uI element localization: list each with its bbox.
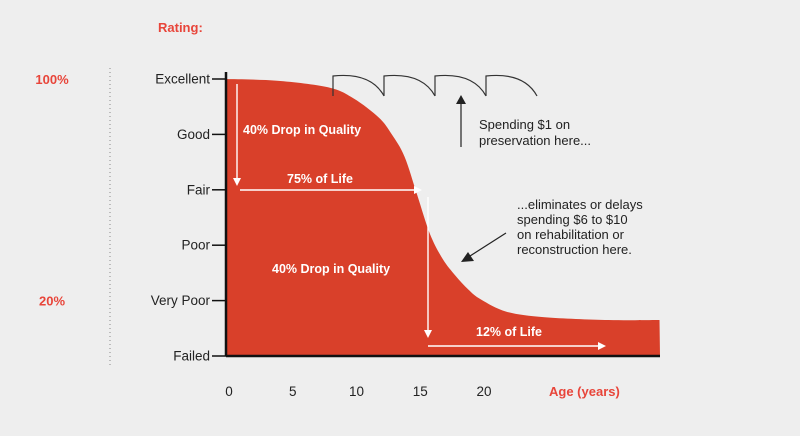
y-category-very-poor: Very Poor xyxy=(151,293,211,308)
x-tick-5: 5 xyxy=(289,384,297,399)
eliminates-note-line-2: spending $6 to $10 xyxy=(517,212,628,227)
life12-label: 12% of Life xyxy=(476,325,542,339)
preservation-scallops xyxy=(332,74,538,97)
x-axis-title: Age (years) xyxy=(549,384,620,399)
rehab-arrowhead xyxy=(461,252,474,262)
preservation-arrowhead xyxy=(456,95,466,104)
dark-arrowheads xyxy=(456,95,474,262)
drop2-label: 40% Drop in Quality xyxy=(272,262,390,276)
condition-curve-area xyxy=(226,79,660,356)
x-tick-10: 10 xyxy=(349,384,364,399)
eliminates-note-line-4: reconstruction here. xyxy=(517,242,632,257)
life12-arrowhead xyxy=(598,342,606,350)
eliminates-note-line-1: ...eliminates or delays xyxy=(517,197,643,212)
life75-label: 75% of Life xyxy=(287,172,353,186)
x-tick-15: 15 xyxy=(413,384,428,399)
y-axis-title: Rating: xyxy=(158,20,203,35)
drop2-arrowhead xyxy=(424,330,432,338)
rehab-arrow xyxy=(469,232,507,257)
y-category-fair: Fair xyxy=(187,182,211,197)
percent-marker: 100% xyxy=(35,72,69,87)
white-arrows xyxy=(236,84,598,347)
y-category-labels: Failed Very Poor Poor Fair Good Excellent xyxy=(151,72,226,364)
life75-arrowhead xyxy=(414,186,422,194)
x-tick-0: 0 xyxy=(225,384,233,399)
percent-markers: 100% 20% xyxy=(35,72,69,309)
dark-arrows xyxy=(460,103,507,257)
y-category-poor: Poor xyxy=(181,238,210,253)
y-category-failed: Failed xyxy=(173,349,210,364)
drop1-label: 40% Drop in Quality xyxy=(243,123,361,137)
drop1-arrowhead xyxy=(233,178,241,186)
x-tick-20: 20 xyxy=(476,384,491,399)
y-category-good: Good xyxy=(177,127,210,142)
spending-note-line-2: preservation here... xyxy=(479,133,591,148)
white-arrowheads xyxy=(233,178,606,350)
x-tick-labels: 0 5 10 15 20 xyxy=(225,384,491,399)
eliminates-note-line-3: on rehabilitation or xyxy=(517,227,625,242)
y-category-excellent: Excellent xyxy=(155,72,210,87)
percent-marker: 20% xyxy=(39,294,65,309)
spending-note-line-1: Spending $1 on xyxy=(479,117,570,132)
